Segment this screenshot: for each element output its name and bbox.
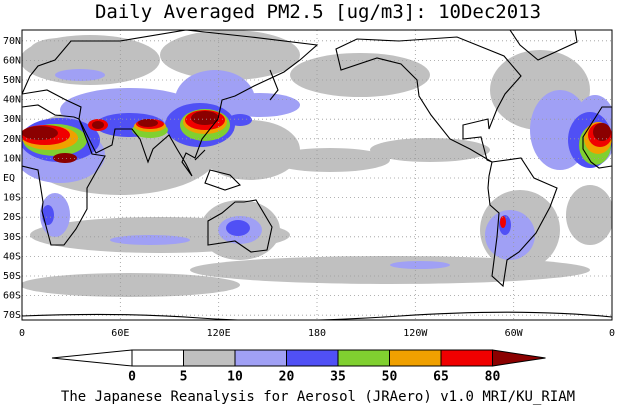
lat-label: 10S xyxy=(3,193,21,204)
lat-label: 20N xyxy=(3,134,21,145)
colorbar-label: 0 xyxy=(128,370,136,385)
lon-label: 60W xyxy=(505,328,524,339)
lat-label: 40S xyxy=(3,251,21,262)
footer: The Japanese Reanalysis for Aerosol (JRA… xyxy=(61,389,575,405)
lat-label: 30N xyxy=(3,114,21,125)
map: 70N 60N 50N 40N 30N 20N 10N EQ 10S 20S 30S 40S 50S 60… xyxy=(3,29,615,339)
colorbar-box xyxy=(234,349,287,367)
aerosol-field xyxy=(22,30,612,297)
lat-label: 60N xyxy=(3,55,21,66)
coastlines xyxy=(22,30,612,320)
title: Daily Averaged PM2.5 [ug/m3]: 10Dec2013 xyxy=(95,1,541,23)
colorbar-label: 50 xyxy=(382,370,398,385)
colorbar-label: 65 xyxy=(433,370,449,385)
map-frame xyxy=(21,29,613,321)
colorbar-label: 5 xyxy=(180,370,188,385)
colorbar-label: 80 xyxy=(485,370,501,385)
colorbar-box xyxy=(183,349,236,367)
colorbar-label: 10 xyxy=(227,370,243,385)
lat-label: EQ xyxy=(3,173,15,184)
lat-label: 40N xyxy=(3,95,21,106)
colorbar-box xyxy=(389,349,442,367)
colorbar-high-end xyxy=(492,349,546,367)
lat-label: 10N xyxy=(3,153,21,164)
colorbar-box xyxy=(286,349,339,367)
lat-label: 60S xyxy=(3,291,21,302)
lon-label: 0 xyxy=(609,328,615,339)
lat-label: 70S xyxy=(3,310,21,321)
colorbar-low-end xyxy=(51,349,133,367)
lon-label: 180 xyxy=(308,328,326,339)
lat-label: 20S xyxy=(3,212,21,223)
colorbar-label: 35 xyxy=(330,370,346,385)
colorbar-label: 20 xyxy=(279,370,295,385)
lon-label: 60E xyxy=(111,328,129,339)
lat-label: 50N xyxy=(3,75,21,86)
lat-label: 70N xyxy=(3,36,21,47)
colorbar-box xyxy=(131,349,184,367)
colorbar-box xyxy=(337,349,390,367)
lon-label: 0 xyxy=(19,328,25,339)
lon-label: 120E xyxy=(207,328,231,339)
lat-label: 30S xyxy=(3,232,21,243)
lat-label: 50S xyxy=(3,271,21,282)
colorbar: 0 5 10 20 35 50 65 80 xyxy=(51,349,546,385)
colorbar-box xyxy=(440,349,493,367)
lon-label: 120W xyxy=(403,328,428,339)
